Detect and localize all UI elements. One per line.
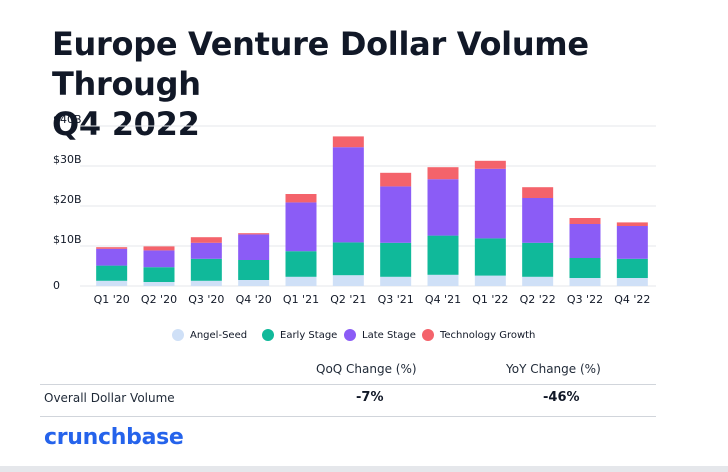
legend-item-early-stage: Early Stage [262, 329, 337, 341]
x-tick-label: Q1 '21 [283, 293, 319, 306]
bar-segment-early-stage [569, 258, 601, 278]
yoy-header: YoY Change (%) [506, 362, 601, 376]
bar-segment-late-stage [143, 250, 175, 268]
legend-item-late-stage: Late Stage [344, 329, 416, 341]
bar-segment-early-stage [96, 265, 128, 281]
bar-segment-early-stage [285, 251, 317, 277]
bar-segment-technology-growth [522, 187, 554, 198]
title-line-2: Q4 2022 [52, 105, 200, 143]
bar-segment-early-stage [190, 258, 222, 281]
legend-swatch-technology-growth [422, 329, 434, 341]
bar-segment-late-stage [96, 248, 128, 266]
yoy-value: -46% [543, 390, 580, 405]
bar-segment-late-stage [285, 202, 317, 252]
bar-segment-early-stage [616, 258, 648, 278]
y-tick-label: $20B [53, 193, 82, 206]
stacked-bar-chart: 0 $10B $20B $30B $40B Q1 '20 Q2 '20 Q3 '20 Q4 '2… [53, 113, 656, 306]
bar-segment-angel-seed [190, 280, 222, 286]
legend-swatch-angel-seed [172, 329, 184, 341]
bar-segment-early-stage [427, 235, 459, 275]
bar-segment-angel-seed [96, 280, 128, 286]
x-tick-label: Q1 '22 [472, 293, 508, 306]
bar-segment-late-stage [238, 234, 270, 260]
bar-segment-early-stage [474, 238, 506, 276]
x-tick-label: Q2 '20 [141, 293, 177, 306]
bar-segment-late-stage [427, 179, 459, 236]
bar-segment-technology-growth [190, 237, 222, 243]
x-tick-label: Q2 '22 [520, 293, 556, 306]
bar-segment-early-stage [522, 242, 554, 277]
y-tick-label: $10B [53, 233, 82, 246]
bar-segment-late-stage [522, 198, 554, 243]
y-tick-label: 0 [53, 279, 60, 292]
bottom-band [0, 466, 728, 472]
legend-item-technology-growth: Technology Growth [422, 329, 535, 341]
legend-swatch-late-stage [344, 329, 356, 341]
bar-segment-angel-seed [474, 275, 506, 286]
x-tick-label: Q4 '22 [614, 293, 650, 306]
bar-segment-angel-seed [427, 274, 459, 286]
bar-segment-late-stage [616, 226, 648, 259]
x-tick-label: Q4 '20 [236, 293, 272, 306]
legend-label: Early Stage [280, 329, 338, 341]
bar-segment-angel-seed [380, 276, 412, 286]
legend-swatch-early-stage [262, 329, 274, 341]
bar-segment-technology-growth [569, 218, 601, 224]
legend-item-angel-seed: Angel-Seed [172, 329, 247, 341]
bar-segment-technology-growth [143, 246, 175, 251]
y-tick-label: $40B [53, 113, 82, 126]
bar-segment-angel-seed [616, 278, 648, 286]
crunchbase-logo: crunchbase [44, 425, 184, 450]
bar-segment-technology-growth [474, 160, 506, 169]
bar-segment-late-stage [569, 224, 601, 258]
bar-segment-angel-seed [285, 276, 317, 286]
x-tick-label: Q2 '21 [330, 293, 366, 306]
bar-segment-technology-growth [332, 136, 364, 148]
x-tick-label: Q1 '20 [94, 293, 130, 306]
bar-segment-late-stage [474, 168, 506, 239]
row-label: Overall Dollar Volume [44, 391, 175, 405]
bar-segment-technology-growth [285, 194, 317, 203]
table-divider-top [40, 384, 656, 385]
qoq-value: -7% [356, 390, 384, 405]
table-divider-bottom [40, 416, 656, 417]
x-tick-label: Q3 '21 [378, 293, 414, 306]
table-row: Overall Dollar Volume -7% -46% [40, 390, 656, 413]
bar-segment-late-stage [332, 147, 364, 243]
chart-title: Europe Venture Dollar Volume Through Q4 … [52, 24, 672, 144]
bar-segment-early-stage [143, 267, 175, 282]
x-tick-label: Q4 '21 [425, 293, 461, 306]
legend-label: Angel-Seed [190, 329, 248, 341]
bar-segment-angel-seed [522, 276, 554, 286]
bar-segment-early-stage [238, 260, 270, 280]
bar-segment-technology-growth [427, 167, 459, 180]
bar-segment-angel-seed [332, 275, 364, 286]
bar-segment-technology-growth [96, 247, 128, 249]
bar-segment-technology-growth [380, 172, 412, 187]
table-header-row: QoQ Change (%) YoY Change (%) [40, 355, 656, 383]
chart-legend: Angel-Seed Early Stage Late Stage Techno… [0, 329, 728, 347]
title-line-1: Europe Venture Dollar Volume Through [52, 25, 589, 103]
x-tick-label: Q3 '20 [188, 293, 224, 306]
bar-segment-early-stage [380, 242, 412, 277]
legend-label: Technology Growth [440, 329, 536, 341]
x-tick-label: Q3 '22 [567, 293, 603, 306]
bar-segment-late-stage [380, 186, 412, 243]
bar-segment-late-stage [190, 242, 222, 259]
bar-segment-angel-seed [143, 282, 175, 286]
qoq-header: QoQ Change (%) [316, 362, 417, 376]
bar-segment-technology-growth [238, 233, 270, 235]
bar-segment-technology-growth [616, 222, 648, 226]
bar-segment-angel-seed [238, 280, 270, 286]
bar-segment-early-stage [332, 242, 364, 276]
bar-segment-angel-seed [569, 278, 601, 286]
legend-label: Late Stage [362, 329, 416, 341]
y-tick-label: $30B [53, 153, 82, 166]
